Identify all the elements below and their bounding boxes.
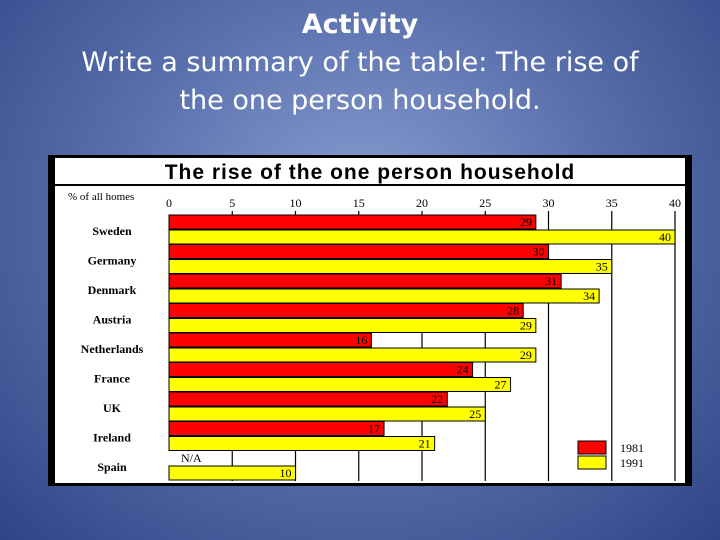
category-label: Sweden [92,224,132,238]
bar-1991-france [168,377,512,392]
y-axis-label: % of all homes [68,191,134,203]
bar-value-label: 34 [583,289,595,303]
chart-title-background [55,158,685,184]
category-label: Spain [97,460,127,474]
legend-swatch-1981 [577,440,607,455]
bar-value-label: 28 [507,304,519,318]
bar-1981-sweden [168,214,537,230]
bar-value-label: 10 [280,466,292,480]
slide-subtitle-line-1: Write a summary of the table: The rise o… [81,47,639,78]
bar-value-label: 31 [545,274,557,288]
bar-1981-austria [168,303,524,318]
bar-1991-sweden [168,229,676,245]
bar-1991-denmark [168,288,600,304]
category-label: France [94,372,131,386]
legend-label-1991: 1991 [620,456,644,470]
bar-value-label: 16 [355,333,367,347]
bar-value-label: 17 [368,422,380,436]
bar-value-label: 40 [659,230,671,244]
bar-value-label: 29 [520,319,532,333]
bar-value-label: N/A [181,451,202,465]
bar-1991-ireland [168,436,436,451]
bar-1991-austria [168,318,537,333]
category-label: Denmark [88,283,137,297]
chart-title: The rise of the one person household [165,161,576,184]
legend-swatch-1991 [577,455,607,470]
chart-title-band: The rise of the one person household [55,158,685,184]
slide-title: Activity Write a summary of the table: T… [0,6,720,120]
bar-value-label: 22 [431,392,443,406]
category-label: Austria [93,313,132,327]
x-tick-label: 0 [166,196,172,210]
category-label: UK [103,401,122,415]
bar-1981-germany [168,244,549,259]
x-tick-label: 25 [479,196,491,210]
bar-value-label: 25 [469,407,481,421]
bar-value-label: 21 [419,437,431,451]
category-label: Germany [88,254,137,268]
bar-1981-ireland [168,421,385,436]
x-tick-label: 20 [416,196,428,210]
bar-1981-denmark [168,273,562,289]
bar-value-label: 30 [533,245,545,259]
bar-value-label: 24 [457,363,469,377]
bar-1991-uk [168,406,486,422]
bar-value-label: 35 [596,260,608,274]
category-label: Netherlands [81,342,144,356]
slide-heading: Activity [301,9,419,40]
bar-value-label: 29 [520,215,532,229]
chart-panel: The rise of the one person household % o… [48,155,692,486]
bar-1991-germany [168,259,613,274]
bar-1981-netherlands [168,332,372,348]
slide-subtitle-line-2: the one person household. [179,85,541,116]
bar-chart: The rise of the one person household % o… [55,158,685,483]
bar-1981-uk [168,391,448,407]
bar-value-label: 27 [495,378,507,392]
bar-1991-netherlands [168,347,537,363]
x-tick-label: 30 [543,196,555,210]
x-tick-label: 40 [669,196,681,210]
legend-label-1981: 1981 [620,441,644,455]
x-tick-label: 10 [290,196,302,210]
bar-value-label: 29 [520,348,532,362]
bar-1981-france [168,362,474,377]
x-tick-label: 5 [229,196,235,210]
x-tick-label: 15 [353,196,365,210]
category-label: Ireland [93,431,131,445]
x-tick-label: 35 [606,196,618,210]
bar-1991-spain [168,465,296,481]
